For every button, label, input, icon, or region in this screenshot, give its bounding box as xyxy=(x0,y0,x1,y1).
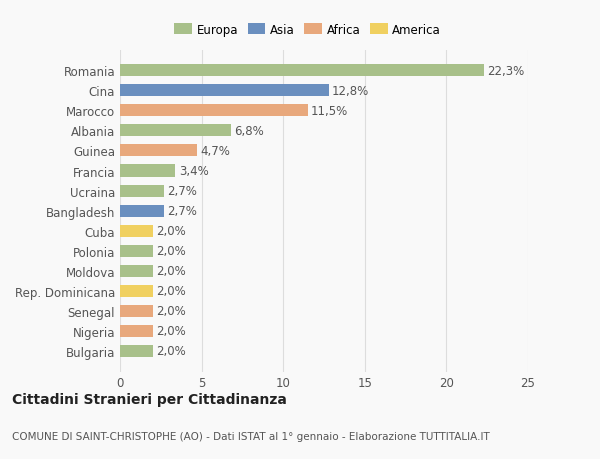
Bar xyxy=(120,245,152,257)
Text: 2,0%: 2,0% xyxy=(156,345,185,358)
Text: 2,0%: 2,0% xyxy=(156,245,185,257)
Text: 11,5%: 11,5% xyxy=(311,105,348,118)
Text: Cittadini Stranieri per Cittadinanza: Cittadini Stranieri per Cittadinanza xyxy=(12,392,287,406)
Bar xyxy=(120,205,164,217)
Bar xyxy=(120,85,329,97)
Bar xyxy=(120,145,197,157)
Bar xyxy=(120,65,484,77)
Legend: Europa, Asia, Africa, America: Europa, Asia, Africa, America xyxy=(170,19,446,41)
Bar xyxy=(120,285,152,297)
Text: 2,0%: 2,0% xyxy=(156,265,185,278)
Text: 2,7%: 2,7% xyxy=(167,185,197,198)
Text: 3,4%: 3,4% xyxy=(179,165,209,178)
Text: COMUNE DI SAINT-CHRISTOPHE (AO) - Dati ISTAT al 1° gennaio - Elaborazione TUTTIT: COMUNE DI SAINT-CHRISTOPHE (AO) - Dati I… xyxy=(12,431,490,441)
Text: 4,7%: 4,7% xyxy=(200,145,230,157)
Bar xyxy=(120,185,164,197)
Text: 2,0%: 2,0% xyxy=(156,224,185,238)
Text: 6,8%: 6,8% xyxy=(234,125,264,138)
Bar xyxy=(120,265,152,277)
Bar xyxy=(120,305,152,317)
Text: 2,0%: 2,0% xyxy=(156,285,185,297)
Text: 2,0%: 2,0% xyxy=(156,305,185,318)
Text: 2,0%: 2,0% xyxy=(156,325,185,338)
Bar xyxy=(120,225,152,237)
Bar xyxy=(120,165,175,177)
Bar xyxy=(120,105,308,117)
Text: 12,8%: 12,8% xyxy=(332,84,370,98)
Bar xyxy=(120,125,231,137)
Text: 2,7%: 2,7% xyxy=(167,205,197,218)
Text: 22,3%: 22,3% xyxy=(487,65,524,78)
Bar xyxy=(120,325,152,337)
Bar xyxy=(120,345,152,357)
